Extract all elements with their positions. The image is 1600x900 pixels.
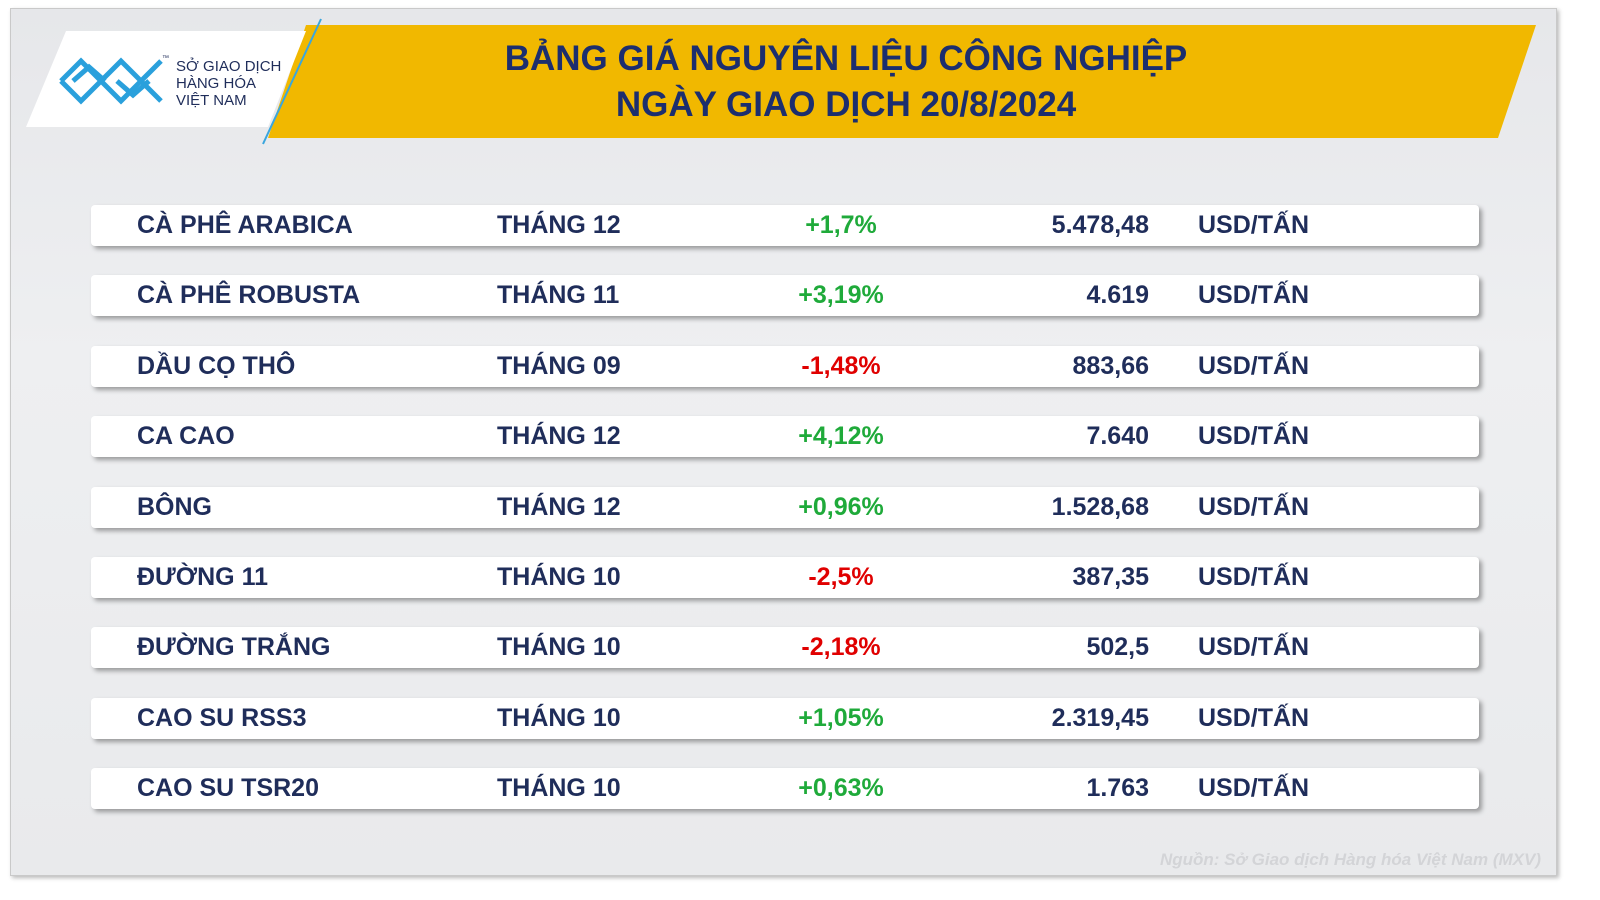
contract-month: THÁNG 10 (497, 563, 621, 591)
commodity-name: ĐƯỜNG 11 (137, 563, 268, 591)
title-banner (268, 25, 1536, 138)
price-value: 2.319,45 (1051, 703, 1149, 732)
table-row: ĐƯỜNG 11 THÁNG 10 -2,5% 387,35 USD/TẤN (91, 557, 1479, 598)
logo-line: SỞ GIAO DỊCH (176, 57, 281, 75)
price-unit: USD/TẤN (1198, 281, 1310, 310)
price-change: -2,5% (808, 563, 874, 591)
logo-icon (59, 57, 163, 105)
price-value: 5.478,48 (1051, 211, 1149, 239)
table-row: ĐƯỜNG TRẮNG THÁNG 10 -2,18% 502,5 USD/TẤN (91, 627, 1479, 669)
logo-line: VIỆT NAM (176, 92, 247, 109)
source-note: Nguồn: Sở Giao dịch Hàng hóa Việt Nam (M… (1160, 850, 1541, 869)
table-row: CÀ PHÊ ROBUSTA THÁNG 11 +3,19% 4.619 USD/TẤN (91, 275, 1479, 317)
table-row: BÔNG THÁNG 12 +0,96% 1.528,68 USD/TẤN (91, 486, 1479, 528)
price-value: 502,5 (1086, 633, 1149, 662)
commodity-name: CA CAO (137, 422, 235, 451)
table-row: CAO SU TSR20 THÁNG 10 +0,63% 1.763 USD/TẤN (91, 768, 1479, 810)
price-change: +1,7% (805, 211, 877, 239)
price-value: 1.763 (1086, 774, 1149, 803)
commodity-name: CÀ PHÊ ARABICA (137, 211, 353, 239)
price-unit: USD/TẤN (1198, 351, 1310, 380)
price-value: 883,66 (1072, 351, 1149, 380)
price-change: +0,63% (798, 774, 884, 803)
logo-panel (26, 31, 306, 127)
price-value: 7.640 (1086, 422, 1149, 451)
contract-month: THÁNG 09 (497, 351, 621, 380)
logo-line: HÀNG HÓA (176, 75, 256, 92)
slide: ™ SỞ GIAO DỊCH HÀNG HÓA VIỆT NAM BẢNG GI… (10, 8, 1557, 876)
contract-month: THÁNG 11 (497, 281, 620, 310)
price-value: 1.528,68 (1051, 492, 1149, 521)
price-change: -2,18% (801, 633, 881, 662)
table-row: CÀ PHÊ ARABICA THÁNG 12 +1,7% 5.478,48 USD/T… (91, 205, 1479, 246)
price-unit: USD/TẤN (1198, 492, 1310, 521)
price-unit: USD/TẤN (1198, 633, 1310, 662)
price-change: -1,48% (801, 351, 881, 380)
title-line: BẢNG GIÁ NGUYÊN LIỆU CÔNG NGHIỆP (505, 38, 1188, 78)
price-change: +1,05% (798, 703, 884, 732)
title-line: NGÀY GIAO DỊCH 20/8/2024 (616, 84, 1077, 124)
logo-trademark: ™ (162, 55, 169, 62)
commodity-name: BÔNG (137, 492, 212, 521)
commodity-name: CÀ PHÊ ROBUSTA (137, 281, 361, 310)
price-change: +3,19% (798, 281, 884, 310)
price-unit: USD/TẤN (1198, 422, 1310, 451)
price-change: +4,12% (798, 422, 884, 451)
price-unit: USD/TẤN (1198, 211, 1310, 239)
table-row: CAO SU RSS3 THÁNG 10 +1,05% 2.319,45 USD/TẤN (91, 697, 1479, 739)
contract-month: THÁNG 12 (497, 492, 621, 521)
commodity-name: ĐƯỜNG TRẮNG (137, 633, 331, 662)
commodity-name: DẦU CỌ THÔ (137, 351, 296, 380)
contract-month: THÁNG 10 (497, 703, 621, 732)
contract-month: THÁNG 12 (497, 211, 621, 239)
price-unit: USD/TẤN (1198, 774, 1310, 803)
commodity-name: CAO SU TSR20 (137, 774, 319, 803)
commodity-name: CAO SU RSS3 (137, 703, 307, 732)
price-value: 387,35 (1072, 563, 1149, 591)
contract-month: THÁNG 12 (497, 422, 621, 451)
price-unit: USD/TẤN (1198, 703, 1310, 732)
table-row: CA CAO THÁNG 12 +4,12% 7.640 USD/TẤN (91, 416, 1479, 458)
contract-month: THÁNG 10 (497, 633, 621, 662)
logo-accent (262, 18, 322, 145)
table-row: DẦU CỌ THÔ THÁNG 09 -1,48% 883,66 USD/TẤN (91, 345, 1479, 387)
price-unit: USD/TẤN (1198, 563, 1310, 591)
contract-month: THÁNG 10 (497, 774, 621, 803)
price-change: +0,96% (798, 492, 884, 521)
header-graphics: ™ SỞ GIAO DỊCH HÀNG HÓA VIỆT NAM BẢNG GI… (26, 18, 1541, 869)
price-value: 4.619 (1086, 281, 1149, 310)
